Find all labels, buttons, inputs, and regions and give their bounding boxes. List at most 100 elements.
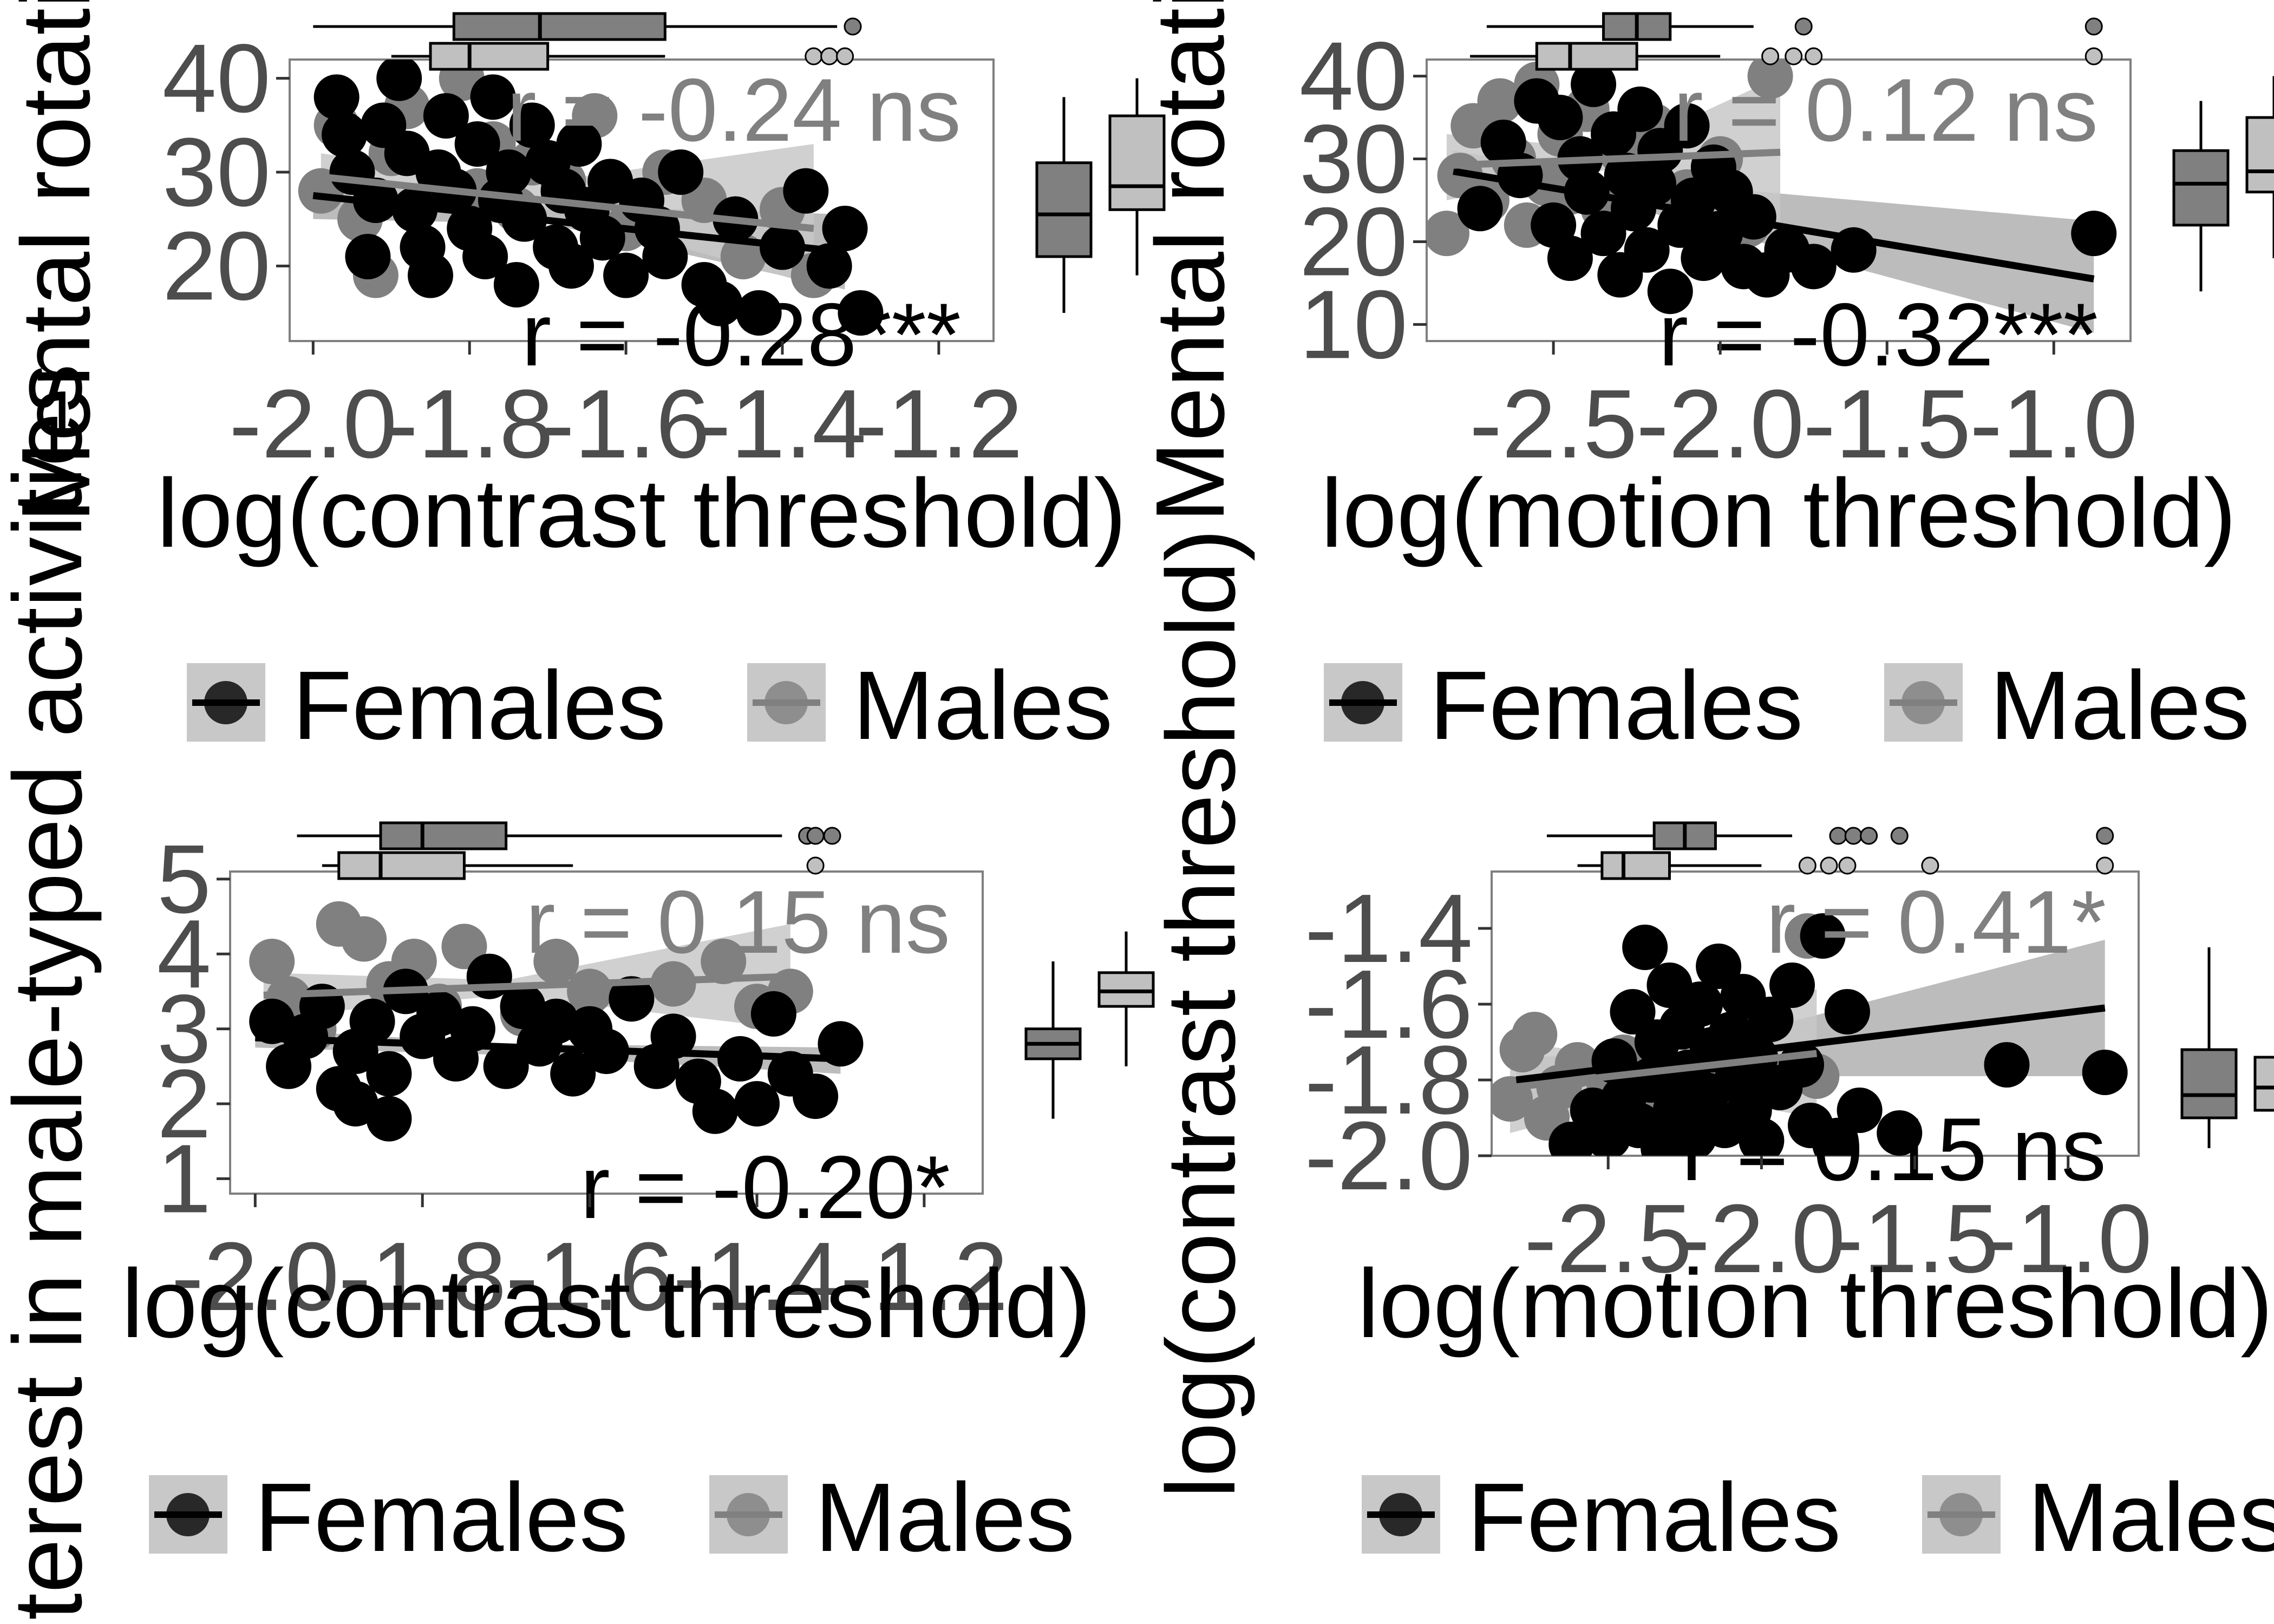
point-females <box>783 168 829 214</box>
y-tick-label: 4 <box>157 900 211 1009</box>
x-tick-label: -1.2 <box>840 1222 1008 1331</box>
box-outlier-x <box>820 47 839 66</box>
x-tick-label: -1.5 <box>1831 1184 1998 1293</box>
box-x-females <box>452 12 666 41</box>
box-outlier-x <box>823 827 841 845</box>
x-tick-label: -1.4 <box>698 370 866 479</box>
point-females <box>454 121 500 167</box>
annotation-females: r = -0.28*** <box>521 285 961 384</box>
point-females <box>642 234 688 279</box>
point-females <box>345 234 391 279</box>
point-females <box>603 252 649 298</box>
point-females <box>1812 1122 1858 1156</box>
annotation-females: r = -0.20* <box>580 1137 950 1237</box>
legend-key-point <box>1379 1493 1422 1536</box>
y-tick-label: 20 <box>1299 187 1408 296</box>
point-females <box>462 234 508 279</box>
point-females <box>1617 86 1663 132</box>
box-outlier-x <box>1860 827 1878 845</box>
point-females <box>1664 103 1710 149</box>
point-females <box>1769 962 1815 1008</box>
box-outlier-x <box>1844 827 1863 845</box>
point-females <box>548 243 594 289</box>
point-males <box>701 939 747 985</box>
point-males <box>249 939 295 985</box>
point-females <box>550 1051 596 1097</box>
point-females <box>2071 211 2117 257</box>
box-x-males <box>1600 851 1671 880</box>
x-tick-label: -2.0 <box>1636 370 1804 479</box>
plot-inner <box>1427 60 2117 333</box>
legend-label-males: Males <box>1990 651 2250 760</box>
annotation-males: r = -0.24 ns <box>507 60 961 160</box>
point-females <box>349 998 395 1044</box>
box-outlier-x <box>844 17 862 36</box>
box-outlier-x <box>2084 17 2103 36</box>
point-females <box>650 1013 696 1059</box>
point-females <box>1624 227 1670 273</box>
plot-inner <box>298 60 884 336</box>
chart-panel-2: r = 0.12 ns r = -0.32***-2.5-2.0-1.5-1.0 1… <box>1136 0 2274 760</box>
legend: Females Males <box>1324 651 2250 760</box>
point-females <box>408 252 453 298</box>
point-females <box>1547 235 1593 281</box>
x-tick-label: -2.0 <box>1677 1184 1845 1293</box>
y-tick-label: 2 <box>157 1050 211 1158</box>
box-outlier-x <box>1890 827 1909 845</box>
annotation-females: r = 0.15 ns <box>1682 1099 2106 1199</box>
legend-key-point <box>1341 681 1384 724</box>
point-females <box>1537 95 1583 141</box>
legend-label-males: Males <box>2028 1463 2274 1572</box>
x-axis-title: log(motion threshold) <box>1357 1249 2273 1358</box>
annotation-males: r = 0.12 ns <box>1674 60 2098 160</box>
box-outlier-x <box>1794 17 1813 36</box>
fit-line-females <box>1453 168 2095 283</box>
point-females <box>483 1043 529 1089</box>
y-axis-title: Mental rotation <box>1136 0 1245 522</box>
plot-inner <box>1492 913 2128 1156</box>
point-males <box>1427 211 1469 257</box>
legend-key-point <box>727 1493 770 1536</box>
point-females <box>1877 1110 1923 1156</box>
point-females <box>366 1051 412 1097</box>
point-females <box>1730 194 1776 240</box>
box-x-females <box>379 821 508 850</box>
point-females <box>822 206 868 251</box>
point-females <box>449 1006 495 1052</box>
point-females <box>556 121 602 167</box>
box-y-males <box>2253 1056 2274 1112</box>
point-females <box>1984 1042 2030 1088</box>
box-outlier-x <box>805 47 823 66</box>
box-outlier-x <box>1838 856 1857 875</box>
point-females <box>1748 997 1794 1042</box>
point-females <box>609 976 655 1022</box>
box-outlier-x <box>1921 856 1939 875</box>
point-females <box>1457 186 1503 232</box>
box-y-females <box>1035 161 1093 258</box>
x-tick-label: -1.8 <box>338 1222 506 1331</box>
box-x-males <box>1535 42 1638 71</box>
point-females <box>1800 913 1846 959</box>
x-tick-label: -1.6 <box>542 370 710 479</box>
fit-line-males <box>263 973 791 999</box>
point-females <box>2082 1050 2128 1095</box>
point-females <box>736 290 782 336</box>
legend-key-point <box>1901 681 1945 724</box>
annotation-males: r = 0.41* <box>1766 872 2106 972</box>
y-tick-label: -1.4 <box>1305 874 1473 983</box>
point-females <box>1622 925 1668 970</box>
legend: Females Males <box>149 1463 1075 1572</box>
point-females <box>734 1081 780 1127</box>
point-males <box>533 939 579 985</box>
point-females <box>332 1081 378 1127</box>
point-females <box>1696 944 1742 989</box>
annotation-females: r = -0.32*** <box>1658 285 2098 384</box>
point-females <box>1824 989 1870 1034</box>
point-males <box>341 916 387 962</box>
fit-line-females <box>312 192 846 256</box>
box-x-males <box>337 851 466 880</box>
point-females <box>493 262 539 307</box>
y-tick-label: 5 <box>157 825 211 934</box>
y-axis-title: Mental rotation <box>2 0 110 522</box>
